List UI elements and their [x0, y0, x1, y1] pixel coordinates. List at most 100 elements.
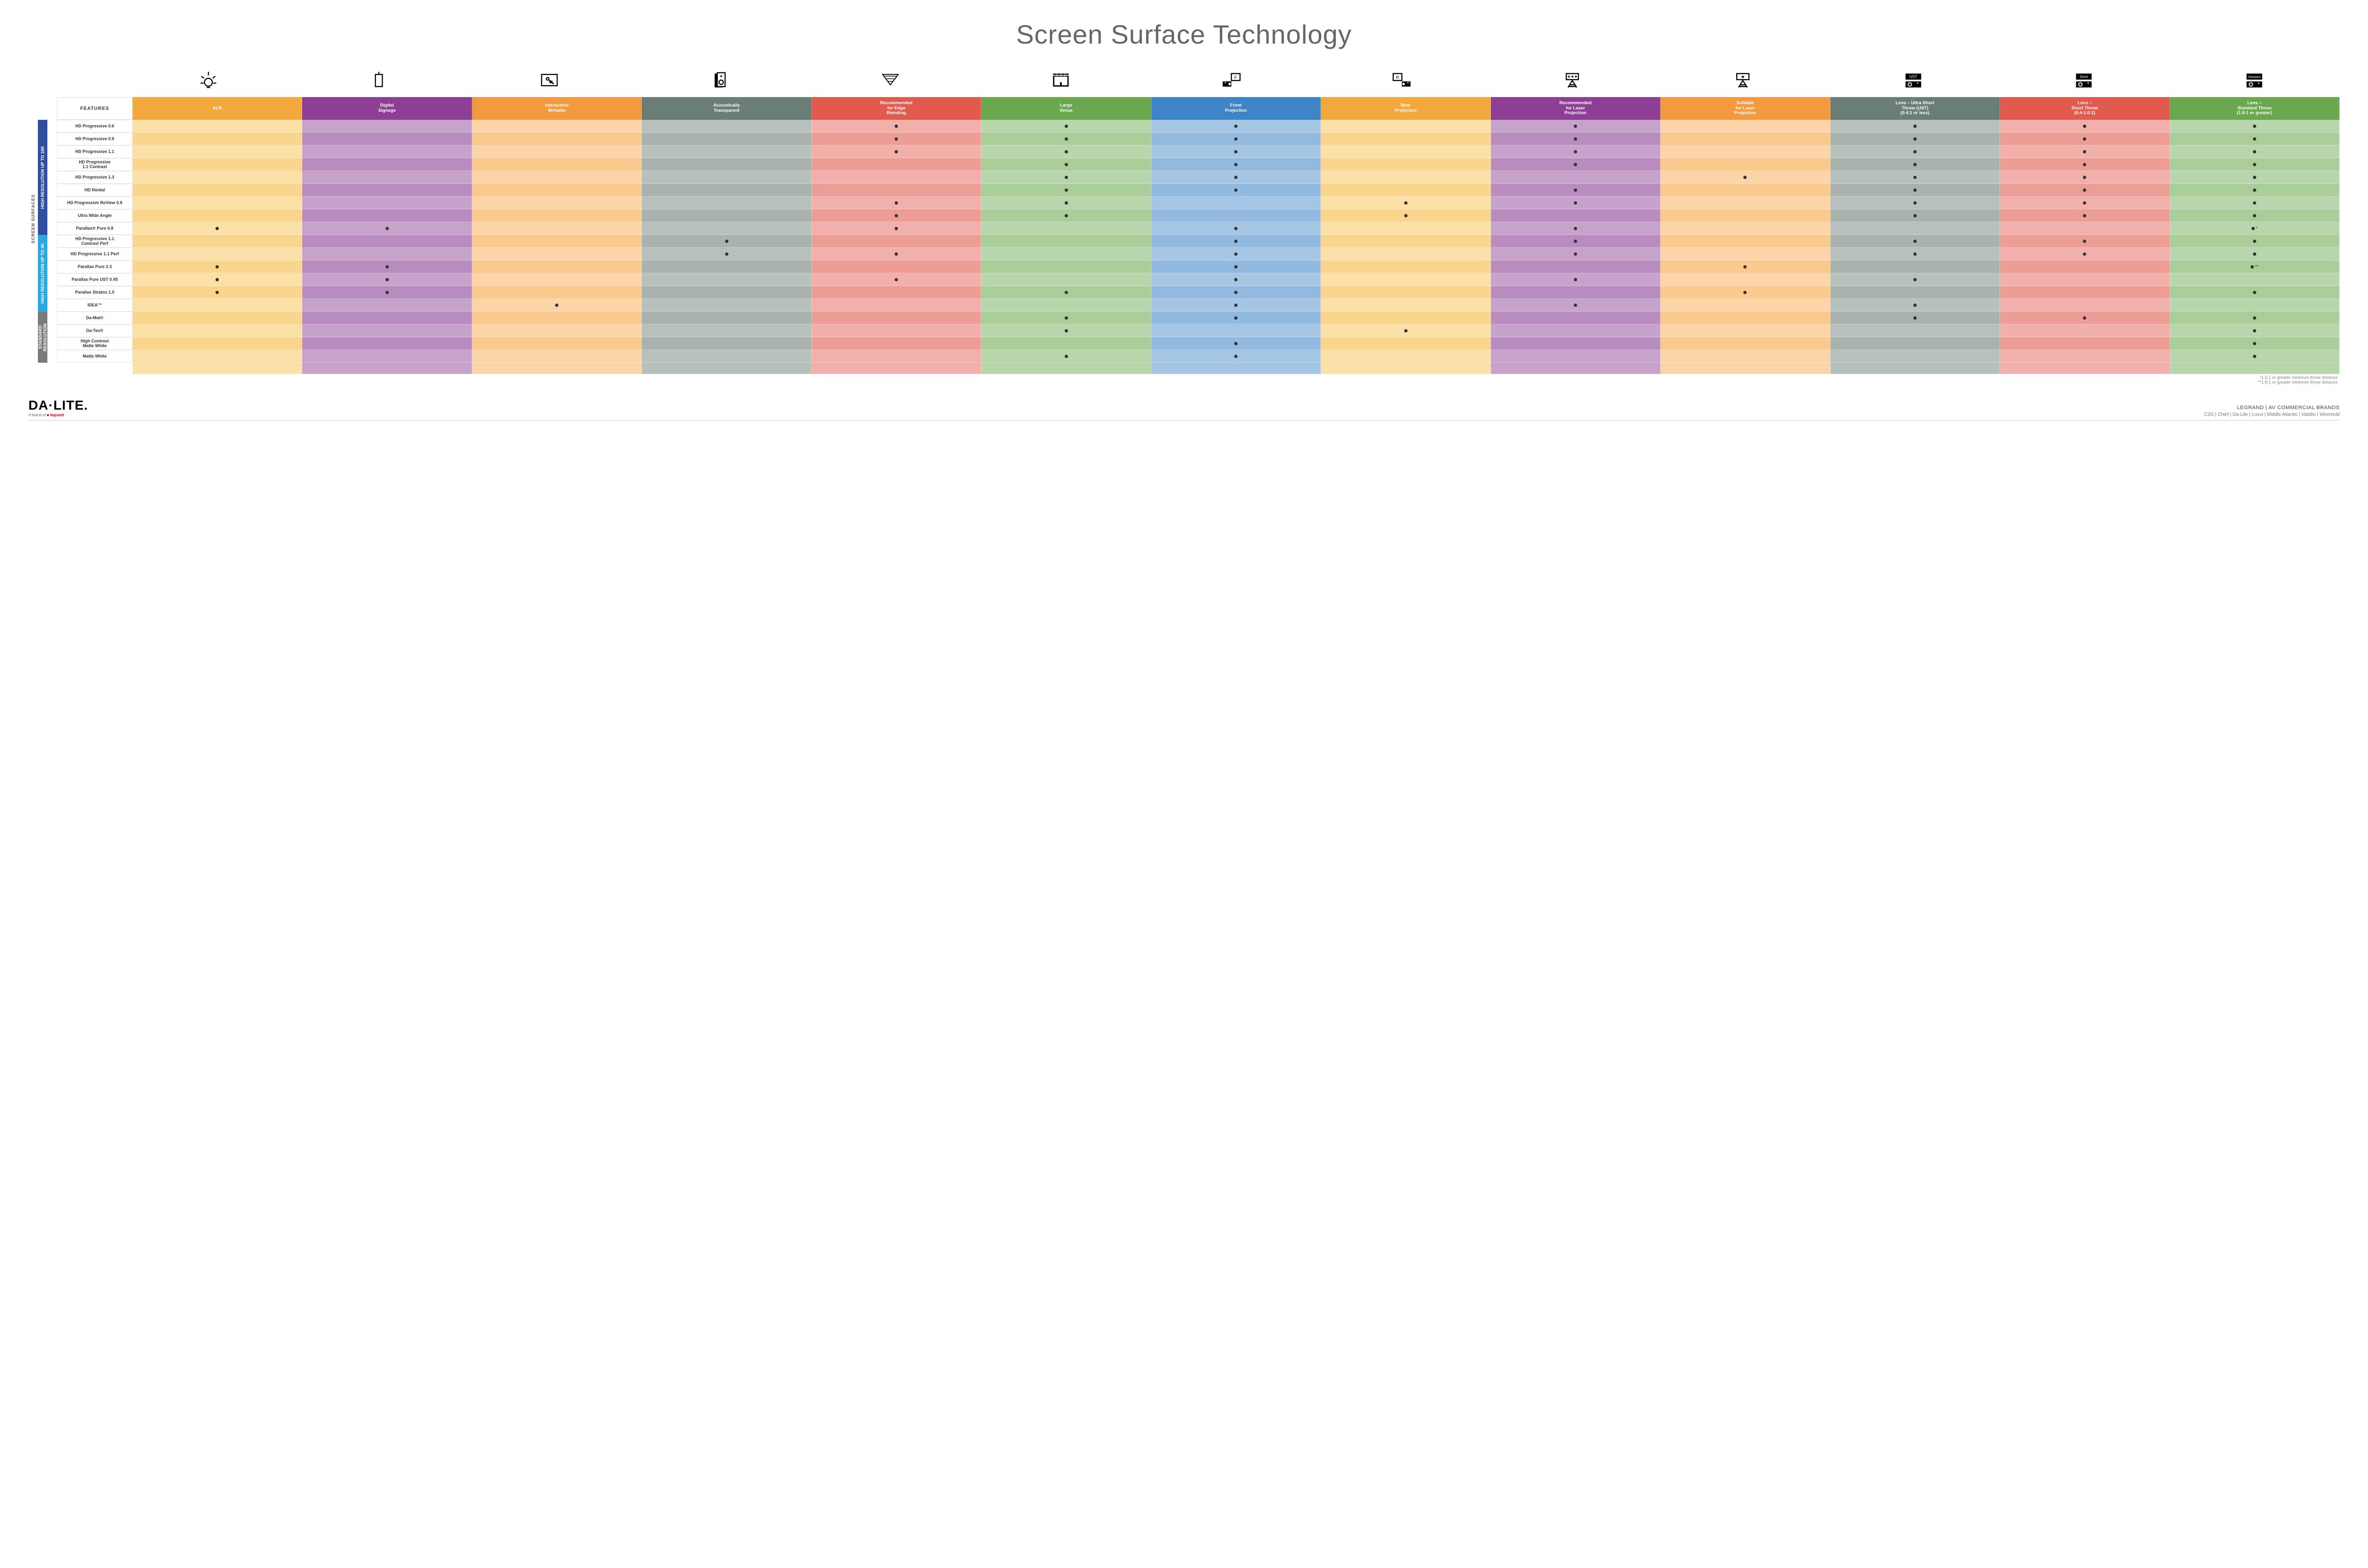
- cell: [812, 133, 981, 145]
- cell: [2000, 222, 2170, 235]
- row-name: HD Progressive 0.6: [57, 120, 133, 133]
- cell: [1660, 197, 1830, 209]
- cell: [2170, 184, 2340, 197]
- cell: [472, 324, 642, 337]
- cell: [133, 248, 302, 260]
- cell: [642, 209, 811, 222]
- cell: [133, 145, 302, 158]
- cell: [642, 299, 811, 312]
- cell: [981, 158, 1151, 171]
- cell: [1660, 350, 1830, 363]
- col-header-ust: Lens – Ultra ShortThrow (UST)(0.4:1 or l…: [1830, 97, 2000, 120]
- cell: [1151, 184, 1321, 197]
- svg-text:R: R: [1396, 75, 1399, 80]
- page-title: Screen Surface Technology: [28, 19, 2340, 50]
- cell: [1491, 286, 1660, 299]
- cell: [1321, 260, 1490, 273]
- col-header-reclaser: Recommendedfor LaserProjection: [1491, 97, 1660, 120]
- cell: [133, 260, 302, 273]
- cell: [133, 209, 302, 222]
- table-row: HD Progressive 1.1: [57, 145, 2340, 158]
- acoustic-icon: [635, 64, 805, 97]
- cell: [472, 350, 642, 363]
- row-name: High ContrastMatte White: [57, 337, 133, 350]
- cell: [133, 350, 302, 363]
- cell: [302, 273, 472, 286]
- cell: [981, 209, 1151, 222]
- cell: [812, 260, 981, 273]
- cell: [472, 209, 642, 222]
- cell: [1830, 273, 2000, 286]
- cell: [812, 337, 981, 350]
- row-name: HD Progressive 1.3: [57, 171, 133, 184]
- cell: [981, 120, 1151, 133]
- cell: [1491, 158, 1660, 171]
- cell: [1151, 222, 1321, 235]
- rear-icon: R: [1317, 64, 1487, 97]
- cell: [1151, 158, 1321, 171]
- cell: [642, 286, 811, 299]
- cell: [302, 209, 472, 222]
- cell: [1830, 248, 2000, 260]
- cell: [2170, 324, 2340, 337]
- row-name: HD Rental: [57, 184, 133, 197]
- cell: [2000, 184, 2170, 197]
- cell: [302, 171, 472, 184]
- cell: *: [2170, 222, 2340, 235]
- cell: [642, 273, 811, 286]
- std-icon: Standard: [2169, 64, 2340, 97]
- cell: [1830, 158, 2000, 171]
- cell: [2170, 209, 2340, 222]
- cell: [472, 171, 642, 184]
- cell: [642, 312, 811, 324]
- table-row: Parallax Pure 2.3**: [57, 260, 2340, 273]
- cell: [981, 299, 1151, 312]
- cell: [2170, 120, 2340, 133]
- cell: [642, 171, 811, 184]
- cell: [981, 260, 1151, 273]
- interactive-icon: [464, 64, 635, 97]
- cell: [1830, 350, 2000, 363]
- cell: [302, 286, 472, 299]
- cell: [1830, 145, 2000, 158]
- cell: [302, 145, 472, 158]
- cell: [1321, 337, 1490, 350]
- cell: [812, 184, 981, 197]
- cell: [642, 337, 811, 350]
- cell: [133, 158, 302, 171]
- cell: [981, 235, 1151, 248]
- alr-icon: [123, 64, 294, 97]
- cell: [2000, 120, 2170, 133]
- footnote: *1.5:1 or greater minimum throw distance: [28, 375, 2338, 380]
- icon-row: FR★★★★USTShortStandard: [123, 64, 2340, 97]
- cell: [1830, 235, 2000, 248]
- cell: [1491, 133, 1660, 145]
- cell: [1660, 145, 1830, 158]
- cell: [1321, 235, 1490, 248]
- svg-text:★: ★: [1740, 74, 1745, 80]
- signage-icon: [294, 64, 464, 97]
- cell: [472, 158, 642, 171]
- cell: [472, 248, 642, 260]
- cell: [812, 235, 981, 248]
- cell: [1321, 312, 1490, 324]
- cell: [1151, 120, 1321, 133]
- col-header-suitlaser: Suitablefor LaserProjection: [1660, 97, 1830, 120]
- cell: [981, 248, 1151, 260]
- cell: [133, 120, 302, 133]
- cell: [1660, 158, 1830, 171]
- cell: [1151, 197, 1321, 209]
- cell: [812, 248, 981, 260]
- cell: [1491, 197, 1660, 209]
- cell: [2170, 197, 2340, 209]
- cell: [302, 158, 472, 171]
- footer-brands-list: C2G | Chief | Da-Lite | Luxul | Middle A…: [2204, 412, 2340, 417]
- table-row: High ContrastMatte White: [57, 337, 2340, 350]
- cell: [1660, 133, 1830, 145]
- cell: [2170, 235, 2340, 248]
- cell: [133, 184, 302, 197]
- cell: [1491, 350, 1660, 363]
- col-header-acoustic: AcousticallyTransparent: [642, 97, 811, 120]
- cell: [2170, 273, 2340, 286]
- cell: [302, 248, 472, 260]
